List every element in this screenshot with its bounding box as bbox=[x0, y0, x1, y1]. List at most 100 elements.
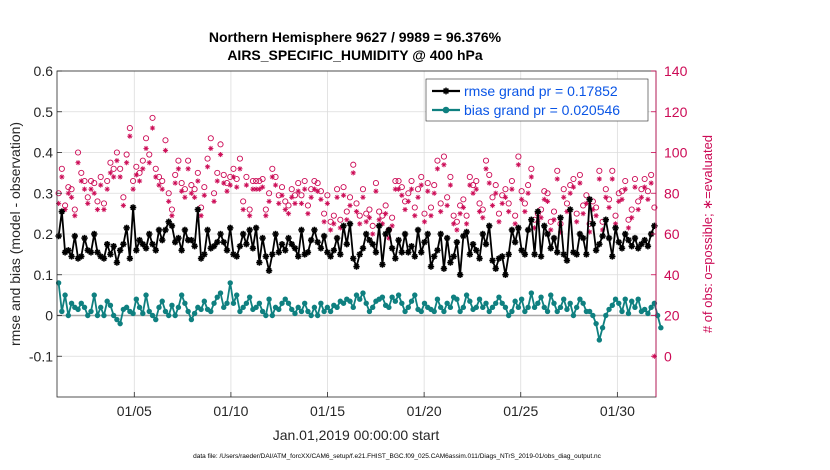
bias-point bbox=[625, 310, 632, 317]
rmse-point bbox=[385, 226, 393, 234]
bias-point bbox=[289, 306, 295, 313]
obs-evaluated-point bbox=[124, 160, 130, 166]
obs-evaluated-point bbox=[305, 211, 311, 217]
bias-point bbox=[62, 292, 68, 298]
obs-possible-point bbox=[622, 177, 629, 185]
rmse-point bbox=[58, 208, 66, 215]
rmse-point bbox=[330, 247, 338, 254]
obs-evaluated-point bbox=[269, 174, 275, 180]
legend-bias-marker bbox=[442, 106, 450, 114]
obs-possible-point bbox=[340, 184, 347, 191]
rmse-point bbox=[375, 222, 383, 230]
rmse-point bbox=[456, 271, 464, 278]
chart-title-line-1: Northern Hemisphere 9627 / 9989 = 96.376… bbox=[209, 29, 502, 45]
bias-point bbox=[266, 296, 272, 302]
rmse-point bbox=[129, 204, 137, 211]
rmse-point bbox=[482, 240, 490, 248]
right-tick-label-60: 60 bbox=[664, 226, 680, 242]
bias-point bbox=[648, 304, 654, 311]
bias-point bbox=[156, 304, 162, 311]
bias-point bbox=[123, 304, 130, 311]
bias-point bbox=[379, 294, 386, 300]
obs-possible-point bbox=[97, 173, 104, 180]
bias-point bbox=[496, 294, 502, 300]
bias-point bbox=[107, 302, 114, 309]
obs-possible-point bbox=[240, 198, 247, 205]
bias-point bbox=[321, 308, 327, 315]
bias-point bbox=[292, 310, 298, 317]
bias-point bbox=[298, 308, 305, 315]
obs-possible-point bbox=[573, 210, 580, 217]
bias-point bbox=[369, 304, 376, 311]
bias-point bbox=[515, 304, 522, 311]
obs-possible-point bbox=[570, 175, 577, 183]
obs-possible-point bbox=[343, 208, 350, 215]
obs-possible-point bbox=[259, 175, 266, 183]
obs-evaluated-point bbox=[467, 182, 473, 188]
obs-possible-point bbox=[120, 194, 127, 201]
obs-evaluated-point bbox=[493, 190, 499, 196]
obs-evaluated-point bbox=[425, 188, 431, 194]
bias-point bbox=[256, 300, 263, 306]
bias-point bbox=[606, 306, 612, 313]
rmse-point bbox=[622, 230, 629, 238]
bias-point bbox=[531, 304, 538, 311]
obs-evaluated-point bbox=[603, 194, 609, 200]
obs-possible-point bbox=[236, 155, 243, 162]
legend-rmse-marker bbox=[442, 87, 450, 95]
obs-evaluated-point bbox=[548, 227, 554, 233]
obs-evaluated-point bbox=[645, 196, 651, 202]
obs-evaluated-point bbox=[208, 145, 214, 152]
x-tick-label-01/25: 01/25 bbox=[503, 403, 538, 419]
obs-possible-point bbox=[334, 186, 341, 193]
rmse-point bbox=[628, 243, 635, 250]
rmse-point bbox=[405, 249, 412, 256]
rmse-point bbox=[175, 234, 182, 242]
bias-point bbox=[214, 294, 220, 300]
rmse-point bbox=[528, 216, 535, 223]
obs-possible-point bbox=[282, 198, 289, 205]
rmse-point bbox=[359, 245, 367, 252]
rmse-point bbox=[418, 249, 425, 256]
rmse-point bbox=[155, 226, 163, 234]
bias-point bbox=[227, 280, 233, 286]
right-tick-label-20: 20 bbox=[664, 308, 680, 324]
rmse-point bbox=[499, 253, 506, 260]
obs-possible-point bbox=[233, 175, 240, 183]
rmse-point bbox=[265, 267, 273, 274]
obs-possible-point bbox=[165, 190, 172, 197]
obs-evaluated-point bbox=[237, 166, 243, 172]
rmse-point bbox=[466, 251, 474, 258]
bias-point bbox=[198, 306, 204, 313]
obs-possible-point bbox=[321, 210, 328, 217]
bias-point bbox=[85, 312, 91, 319]
obs-possible-point bbox=[126, 125, 133, 132]
bias-point bbox=[149, 312, 156, 319]
obs-evaluated-point bbox=[234, 184, 240, 190]
bias-point bbox=[253, 304, 259, 311]
bias-point bbox=[434, 296, 441, 302]
rmse-point bbox=[537, 253, 545, 260]
rmse-point bbox=[586, 196, 593, 203]
rmse-point bbox=[631, 234, 639, 242]
obs-evaluated-point bbox=[175, 166, 182, 172]
obs-possible-point bbox=[94, 198, 101, 205]
obs-possible-point bbox=[576, 171, 583, 178]
obs-possible-point bbox=[541, 188, 548, 195]
rmse-point bbox=[252, 224, 260, 232]
x-axis-ticks: 01/05 01/10 01/15 01/20 01/25 01/30 bbox=[117, 392, 635, 419]
obs-evaluated-point bbox=[638, 194, 645, 200]
rmse-point bbox=[275, 249, 282, 256]
rmse-point bbox=[116, 247, 124, 254]
rmse-point bbox=[152, 247, 159, 254]
obs-evaluated-point bbox=[609, 176, 615, 182]
obs-evaluated-point bbox=[101, 206, 107, 213]
bias-point bbox=[224, 300, 230, 306]
bias-point bbox=[551, 300, 557, 306]
bias-point bbox=[596, 337, 603, 343]
obs-evaluated-point bbox=[204, 164, 211, 170]
bias-point bbox=[421, 300, 428, 306]
rmse-point bbox=[107, 251, 114, 258]
bias-point bbox=[616, 300, 622, 306]
rmse-point bbox=[589, 220, 597, 228]
